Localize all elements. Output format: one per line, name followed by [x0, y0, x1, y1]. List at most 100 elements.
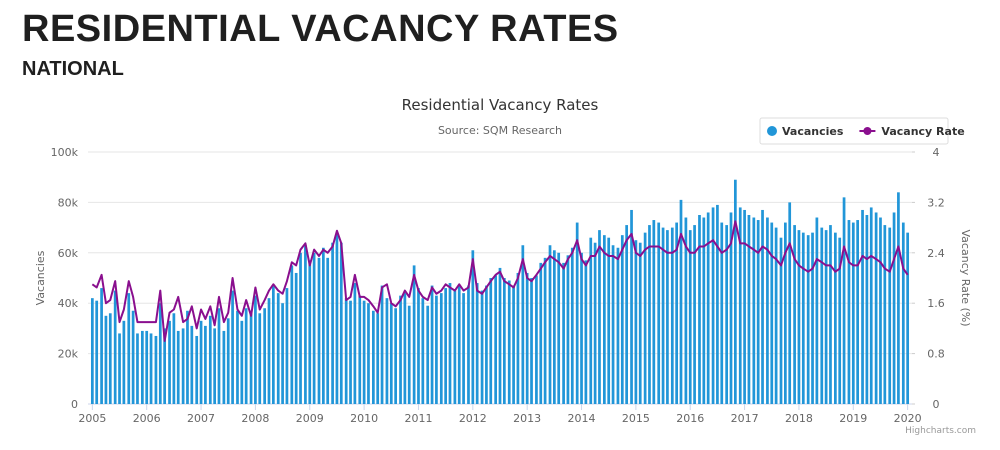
bar: [521, 245, 525, 404]
bar: [625, 225, 629, 404]
bar: [308, 260, 312, 404]
bar: [539, 262, 543, 404]
bar: [498, 267, 502, 404]
x-tick-label: 2010: [350, 412, 378, 425]
bar: [448, 283, 452, 404]
bar: [670, 227, 674, 404]
chart-subtitle: Source: SQM Research: [438, 124, 562, 137]
bar: [607, 237, 611, 404]
bar: [371, 310, 375, 404]
bar: [630, 209, 633, 404]
bar: [389, 303, 393, 404]
bar: [842, 197, 846, 404]
bar: [530, 278, 533, 404]
line: [91, 220, 909, 342]
bar: [706, 212, 710, 404]
bar: [426, 305, 430, 404]
bar: [276, 293, 280, 404]
bar: [806, 235, 810, 404]
bar: [299, 252, 302, 404]
bar: [312, 252, 316, 404]
bar: [851, 222, 855, 404]
x-tick-label: 2008: [241, 412, 269, 425]
bar: [213, 328, 217, 404]
bar: [575, 222, 579, 404]
bar: [353, 283, 357, 404]
bar: [566, 255, 570, 404]
bar: [457, 285, 461, 404]
bar: [616, 247, 620, 404]
bar: [412, 265, 416, 404]
bar: [598, 230, 601, 404]
legend-label: Vacancy Rate: [881, 125, 964, 138]
bar: [349, 300, 352, 404]
bar: [892, 212, 896, 404]
bar: [453, 290, 457, 404]
bar: [770, 222, 774, 404]
bar: [326, 257, 330, 404]
bar: [263, 308, 267, 404]
y-tick-label: 80k: [58, 196, 79, 209]
bar: [376, 313, 380, 404]
bar: [140, 330, 144, 404]
page-subtitle: NATIONAL: [22, 58, 124, 80]
bar: [743, 209, 746, 404]
bar: [199, 320, 203, 404]
bar: [620, 235, 624, 404]
bar: [217, 308, 221, 404]
bar: [317, 257, 321, 404]
bar: [779, 237, 783, 404]
x-tick-label: 2019: [839, 412, 867, 425]
bar: [417, 288, 420, 404]
bar: [797, 230, 801, 404]
bar: [535, 275, 538, 404]
bar: [131, 310, 135, 404]
bar: [358, 295, 362, 404]
bar: [738, 207, 742, 404]
bar: [95, 300, 99, 404]
bar: [720, 222, 724, 404]
bar: [394, 308, 397, 404]
bar: [733, 179, 737, 404]
bar: [747, 215, 751, 404]
bar: [236, 310, 239, 404]
bar: [331, 242, 334, 404]
x-tick-label: 2020: [894, 412, 922, 425]
bar: [783, 222, 787, 404]
bar: [761, 209, 764, 404]
bar: [865, 215, 869, 404]
bar: [195, 335, 199, 404]
bar: [380, 285, 384, 404]
bar: [716, 204, 719, 404]
y-axis-title: Vacancies: [34, 250, 47, 305]
bar: [104, 315, 108, 404]
bar: [543, 257, 547, 404]
bar: [485, 285, 488, 404]
bar: [702, 217, 706, 404]
bar: [906, 232, 910, 404]
bar: [766, 217, 769, 404]
bar: [548, 245, 552, 404]
legend-marker: [767, 126, 777, 136]
x-tick-label: 2007: [187, 412, 215, 425]
bar: [756, 220, 760, 404]
bar: [385, 298, 389, 404]
bar: [834, 232, 837, 404]
bar: [824, 230, 828, 404]
bar: [118, 333, 121, 404]
bar: [901, 222, 905, 404]
bar: [190, 325, 194, 404]
y2-tick-label: 4: [933, 146, 940, 159]
bar: [127, 293, 131, 404]
bar: [231, 290, 234, 404]
bar: [811, 232, 814, 404]
x-tick-label: 2006: [133, 412, 161, 425]
bar: [589, 237, 593, 404]
bar: [774, 227, 778, 404]
bar: [421, 298, 425, 404]
page-title: RESIDENTIAL VACANCY RATES: [22, 8, 619, 50]
bar: [172, 313, 176, 404]
bar: [145, 330, 149, 404]
bar: [580, 252, 583, 404]
